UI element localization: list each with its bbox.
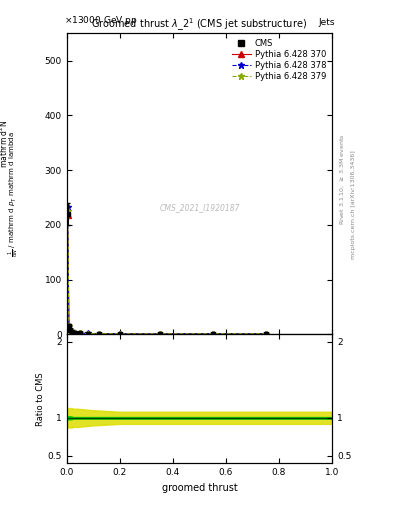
Pythia 6.428 379 (78, 330, 83, 336)
Pythia 6.428 379 (86, 330, 90, 336)
Pythia 6.428 370 (210, 331, 215, 337)
Y-axis label: Ratio to CMS: Ratio to CMS (36, 372, 45, 425)
Pythia 6.428 379 (157, 331, 162, 337)
Pythia 6.428 378 (70, 328, 75, 334)
Pythia 6.428 370 (263, 331, 268, 337)
Pythia 6.428 379 (96, 331, 101, 337)
Text: Rivet 3.1.10, $\geq$ 3.3M events: Rivet 3.1.10, $\geq$ 3.3M events (339, 134, 346, 225)
Pythia 6.428 378 (118, 331, 122, 337)
Pythia 6.428 379 (68, 327, 73, 333)
Pythia 6.428 378 (96, 331, 101, 337)
Line: Pythia 6.428 370: Pythia 6.428 370 (65, 212, 268, 337)
Text: $\frac{1}{\mathrm{d}N}$ / mathrm d $p_T$ mathrm d lambda: $\frac{1}{\mathrm{d}N}$ / mathrm d $p_T$… (7, 132, 21, 258)
Pythia 6.428 379 (70, 328, 75, 334)
Pythia 6.428 370 (68, 327, 73, 333)
Pythia 6.428 379 (65, 207, 70, 214)
Text: mcplots.cern.ch [arXiv:1306.3436]: mcplots.cern.ch [arXiv:1306.3436] (351, 151, 356, 259)
Pythia 6.428 379 (210, 331, 215, 337)
Pythia 6.428 370 (118, 331, 122, 337)
Pythia 6.428 370 (66, 324, 71, 330)
Text: CMS_2021_I1920187: CMS_2021_I1920187 (159, 203, 240, 212)
Line: Pythia 6.428 379: Pythia 6.428 379 (64, 207, 269, 337)
Title: Groomed thrust $\lambda\_2^1$ (CMS jet substructure): Groomed thrust $\lambda\_2^1$ (CMS jet s… (92, 17, 307, 33)
Pythia 6.428 378 (72, 330, 77, 336)
Pythia 6.428 378 (86, 330, 90, 336)
Y-axis label: mathrm d$^{2}$N
mathrm d $p_T$ mathrm d lambda: mathrm d$^{2}$N mathrm d $p_T$ mathrm d … (0, 511, 1, 512)
Pythia 6.428 378 (78, 330, 83, 336)
Line: Pythia 6.428 378: Pythia 6.428 378 (64, 204, 269, 337)
Pythia 6.428 378 (65, 204, 70, 210)
Pythia 6.428 379 (118, 331, 122, 337)
Pythia 6.428 379 (66, 323, 71, 329)
Pythia 6.428 370 (72, 330, 77, 336)
Pythia 6.428 378 (66, 323, 71, 329)
Pythia 6.428 379 (72, 330, 77, 336)
Pythia 6.428 370 (157, 331, 162, 337)
Pythia 6.428 378 (157, 331, 162, 337)
Legend: CMS, Pythia 6.428 370, Pythia 6.428 378, Pythia 6.428 379: CMS, Pythia 6.428 370, Pythia 6.428 378,… (231, 37, 328, 83)
Pythia 6.428 370 (78, 330, 83, 336)
X-axis label: groomed thrust: groomed thrust (162, 483, 237, 493)
Pythia 6.428 378 (68, 327, 73, 333)
Text: Jets: Jets (318, 18, 335, 27)
Pythia 6.428 378 (210, 331, 215, 337)
Text: mathrm d$^2$N: mathrm d$^2$N (0, 119, 10, 167)
Pythia 6.428 370 (96, 331, 101, 337)
Pythia 6.428 378 (263, 331, 268, 337)
Pythia 6.428 379 (263, 331, 268, 337)
Pythia 6.428 370 (86, 330, 90, 336)
Pythia 6.428 370 (65, 212, 70, 218)
Text: $\times$13000 GeV pp: $\times$13000 GeV pp (64, 14, 138, 27)
Pythia 6.428 370 (70, 329, 75, 335)
